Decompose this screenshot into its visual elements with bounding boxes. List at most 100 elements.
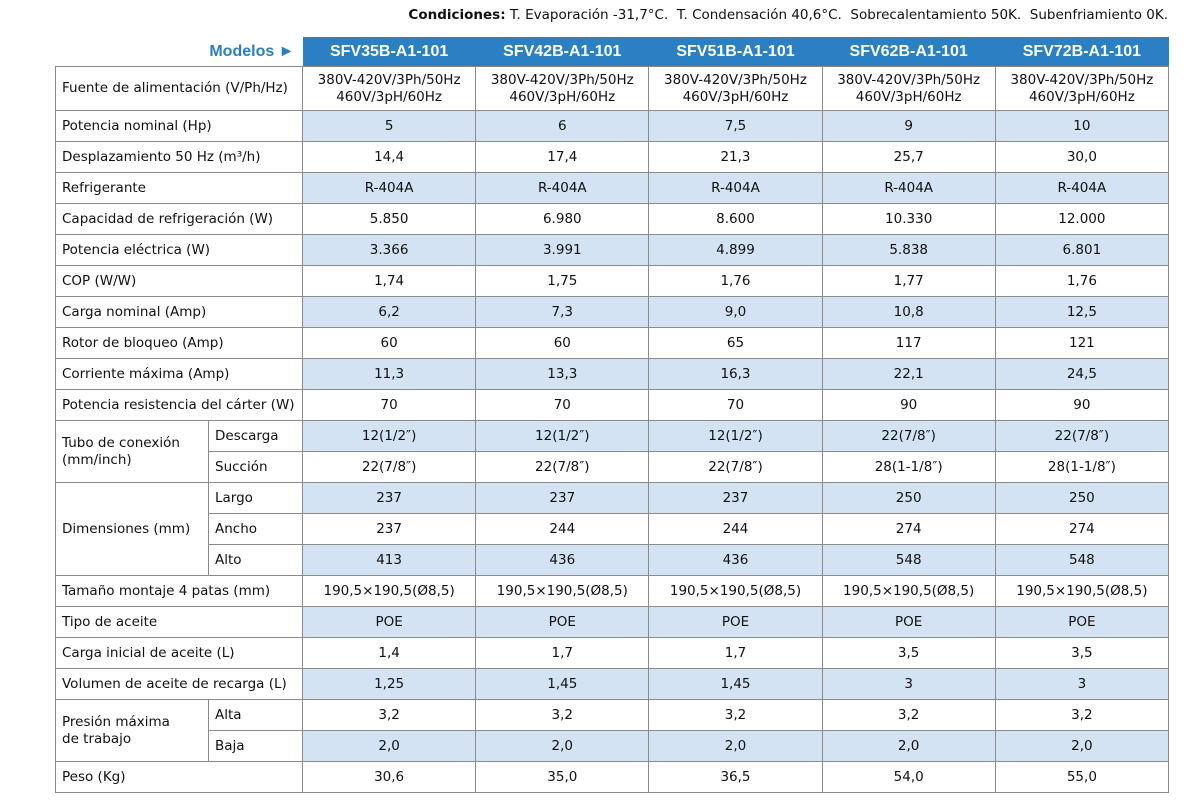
row: Fuente de alimentación (V/Ph/Hz) 380V-420… [54, 66, 1170, 111]
value-cell: 3,2 [994, 699, 1170, 731]
value-cell: 9 [821, 110, 996, 142]
value-cell: 4.899 [648, 234, 823, 266]
value-cell: 6.801 [994, 234, 1170, 266]
value-cell: 237 [302, 482, 477, 514]
row: Peso (Kg) 30,6 35,0 36,5 54,0 55,0 [54, 761, 1170, 793]
sub-label: Alto [207, 544, 304, 576]
row: Corriente máxima (Amp) 11,3 13,3 16,3 22,1 24… [54, 358, 1170, 390]
value-cell: POE [994, 606, 1170, 638]
value-cell: 9,0 [648, 296, 823, 328]
value-cell: 250 [821, 482, 996, 514]
value-cell: 12(1/2″) [648, 420, 823, 452]
value-cell: 7,5 [648, 110, 823, 142]
value-cell: 380V-420V/3Ph/50Hz 460V/3pH/60Hz [302, 66, 477, 111]
value-cell: 30,6 [302, 761, 477, 793]
value-cell: 5.838 [821, 234, 996, 266]
value-cell: 1,4 [302, 637, 477, 669]
row-label: Refrigerante [54, 172, 304, 204]
value-cell: 2,0 [648, 730, 823, 762]
row: COP (W/W) 1,74 1,75 1,76 1,77 1,76 [54, 265, 1170, 297]
value-cell: 380V-420V/3Ph/50Hz 460V/3pH/60Hz [994, 66, 1170, 111]
value-cell: 190,5×190,5(Ø8,5) [302, 575, 477, 607]
model-name: SFV51B-A1-101 [648, 37, 823, 67]
row-label: COP (W/W) [54, 265, 304, 297]
value-cell: POE [475, 606, 650, 638]
row: Presión máxima de trabajo Alta 3,2 3,2 3,2 3,… [55, 699, 1170, 762]
value-cell: 274 [821, 513, 996, 545]
sub-label: Baja [207, 730, 304, 762]
row: Volumen de aceite de recarga (L) 1,25 1,45… [54, 668, 1170, 700]
value-cell: 1,74 [302, 265, 477, 297]
value-cell: R-404A [302, 172, 477, 204]
value-cell: 3.366 [302, 234, 477, 266]
row: Tipo de aceite POE POE POE POE POE [54, 606, 1170, 638]
value-cell: 60 [475, 327, 650, 359]
value-cell: 14,4 [302, 141, 477, 173]
value-cell: 3 [994, 668, 1170, 700]
row: Ancho 237 244 244 274 274 [56, 513, 1170, 545]
value-cell: 6 [475, 110, 650, 142]
value-cell: 2,0 [475, 730, 650, 762]
row-label: Tamaño montaje 4 patas (mm) [54, 575, 304, 607]
row: Refrigerante R-404A R-404A R-404A R-404A R-40… [54, 172, 1170, 204]
sub-label: Descarga [207, 420, 304, 452]
row: Tamaño montaje 4 patas (mm) 190,5×190,5(Ø… [54, 575, 1170, 607]
value-cell: 60 [302, 327, 477, 359]
value-cell: 5 [302, 110, 477, 142]
row: Rotor de bloqueo (Amp) 60 60 65 117 121 [54, 327, 1170, 359]
value-cell: 121 [994, 327, 1170, 359]
sub-label: Ancho [207, 513, 304, 545]
row: Dimensiones (mm) Largo 237 237 237 250 250 [55, 482, 1170, 576]
value-cell: 3 [821, 668, 996, 700]
value-cell: 28(1-1/8″) [994, 451, 1170, 483]
value-cell: 244 [475, 513, 650, 545]
value-cell: 380V-420V/3Ph/50Hz 460V/3pH/60Hz [648, 66, 823, 111]
value-cell: 22(7/8″) [302, 451, 477, 483]
value-cell: 3,2 [302, 699, 477, 731]
conditions-label: Condiciones: [408, 7, 506, 23]
value-cell: 1,77 [821, 265, 996, 297]
row-label: Fuente de alimentación (V/Ph/Hz) [54, 66, 304, 111]
model-name: SFV72B-A1-101 [995, 37, 1169, 67]
row: Carga nominal (Amp) 6,2 7,3 9,0 10,8 12,5 [54, 296, 1170, 328]
value-cell: 190,5×190,5(Ø8,5) [821, 575, 996, 607]
sub-label: Largo [207, 482, 304, 514]
row-label: Tipo de aceite [54, 606, 304, 638]
value-cell: 1,45 [648, 668, 823, 700]
value-cell: R-404A [994, 172, 1170, 204]
value-cell: 3,2 [821, 699, 996, 731]
value-cell: 413 [302, 544, 477, 576]
value-cell: 8.600 [648, 203, 823, 235]
value-cell: 22(7/8″) [994, 420, 1170, 452]
row-label: Peso (Kg) [54, 761, 304, 793]
value-cell: 10.330 [821, 203, 996, 235]
value-cell: 10 [994, 110, 1170, 142]
value-cell: 70 [302, 389, 477, 421]
row-label: Corriente máxima (Amp) [54, 358, 304, 390]
row: Alto 413 436 436 548 548 [56, 544, 1170, 576]
value-cell: 12(1/2″) [475, 420, 650, 452]
value-cell: 6.980 [475, 203, 650, 235]
row: Potencia resistencia del cárter (W) 70 70 7… [54, 389, 1170, 421]
value-cell: 436 [475, 544, 650, 576]
row: Desplazamiento 50 Hz (m³/h) 14,4 17,4 21,3 2… [54, 141, 1170, 173]
value-cell: 25,7 [821, 141, 996, 173]
value-cell: 5.850 [302, 203, 477, 235]
value-cell: 237 [475, 482, 650, 514]
value-cell: 90 [994, 389, 1170, 421]
row: Baja 2,0 2,0 2,0 2,0 2,0 [56, 730, 1170, 762]
row-label: Volumen de aceite de recarga (L) [54, 668, 304, 700]
value-cell: 13,3 [475, 358, 650, 390]
row-label: Dimensiones (mm) [55, 482, 209, 576]
value-cell: R-404A [648, 172, 823, 204]
value-cell: 436 [648, 544, 823, 576]
value-cell: 21,3 [648, 141, 823, 173]
value-cell: 12.000 [994, 203, 1170, 235]
sub-label: Succión [207, 451, 304, 483]
value-cell: 548 [994, 544, 1170, 576]
value-cell: 6,2 [302, 296, 477, 328]
value-cell: 3.991 [475, 234, 650, 266]
value-cell: 237 [648, 482, 823, 514]
row-label: Tubo de conexión (mm/inch) [55, 420, 209, 483]
